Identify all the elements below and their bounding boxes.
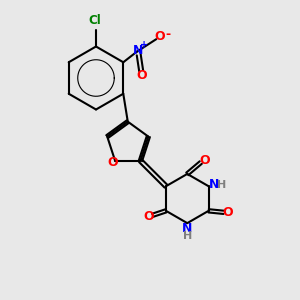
Text: O: O — [154, 30, 165, 43]
Text: O: O — [222, 206, 233, 219]
Text: O: O — [200, 154, 210, 166]
Text: -: - — [165, 28, 170, 41]
Text: O: O — [143, 210, 154, 223]
Text: N: N — [208, 178, 219, 191]
Text: H: H — [217, 180, 226, 190]
Text: +: + — [140, 40, 148, 50]
Text: Cl: Cl — [88, 14, 101, 27]
Text: H: H — [183, 231, 192, 241]
Text: O: O — [136, 69, 147, 82]
Text: N: N — [182, 222, 193, 235]
Text: N: N — [133, 44, 143, 57]
Text: O: O — [107, 156, 118, 169]
